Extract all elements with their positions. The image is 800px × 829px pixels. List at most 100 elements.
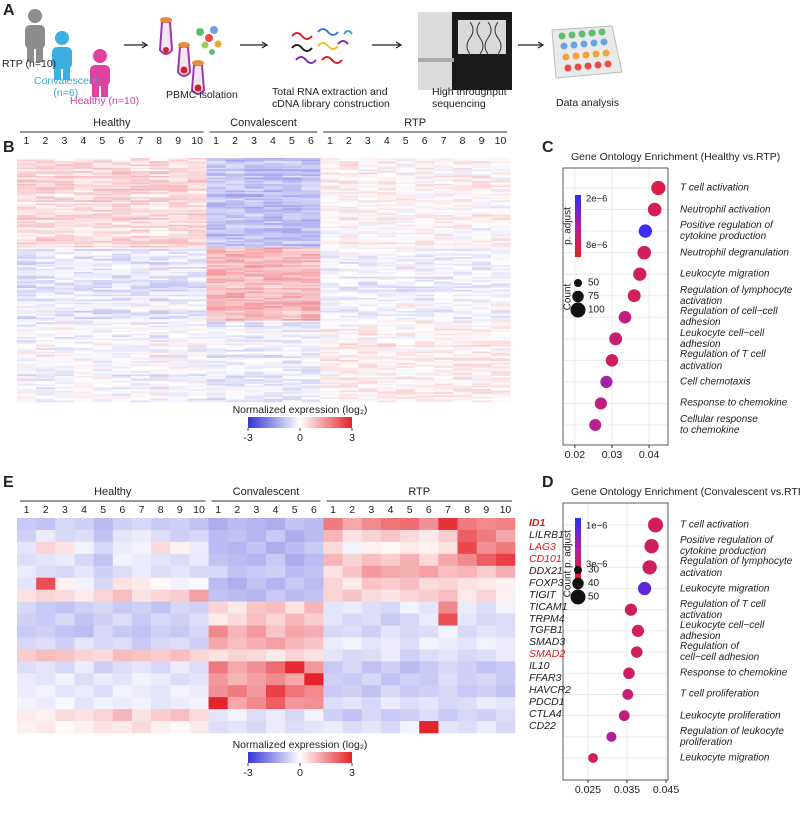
heatmap-texture: [282, 393, 302, 396]
heatmap-texture: [358, 224, 378, 227]
heatmap-texture: [263, 395, 283, 398]
heatmap-texture: [187, 291, 207, 294]
heatmap-texture: [339, 257, 359, 260]
heatmap-texture: [149, 171, 169, 173]
heatmap-texture: [73, 390, 94, 393]
heatmap-texture: [73, 330, 94, 333]
heatmap-texture: [73, 340, 94, 343]
heatmap-texture: [434, 325, 454, 328]
heatmap-texture: [244, 161, 264, 164]
heatmap-cell: [419, 553, 439, 567]
heatmap-texture: [92, 236, 113, 239]
heatmap-texture: [130, 232, 151, 235]
heatmap-texture: [415, 390, 435, 393]
heatmap-texture: [320, 257, 340, 260]
heatmap-texture: [149, 374, 169, 377]
heatmap-texture: [225, 328, 245, 331]
heatmap-texture: [453, 224, 473, 227]
heatmap-texture: [377, 306, 397, 308]
heatmap-texture: [111, 182, 132, 185]
heatmap-texture: [434, 369, 454, 372]
heatmap-texture: [130, 271, 151, 274]
heatmap-texture: [396, 201, 416, 204]
heatmap-texture: [282, 354, 302, 357]
heatmap-texture: [168, 286, 188, 289]
heatmap-texture: [35, 161, 56, 164]
heatmap-texture: [54, 244, 75, 247]
heatmap-texture: [168, 346, 188, 349]
heatmap-texture: [339, 297, 359, 300]
heatmap-texture: [73, 219, 94, 222]
heatmap-texture: [282, 263, 302, 266]
heatmap-texture: [244, 330, 264, 333]
tubes: [158, 17, 222, 95]
heatmap-texture: [453, 348, 473, 351]
heatmap-texture: [130, 306, 151, 308]
heatmap-texture: [130, 206, 151, 209]
heatmap-texture: [92, 166, 113, 169]
heatmap-texture: [377, 182, 397, 185]
heatmap-cell: [208, 553, 228, 567]
heatmap-texture: [54, 392, 75, 395]
heatmap-texture: [17, 188, 37, 191]
heatmap-texture: [282, 234, 302, 237]
heatmap-texture: [206, 393, 226, 396]
heatmap-texture: [17, 223, 37, 225]
heatmap-texture: [472, 252, 492, 255]
heatmap-texture: [111, 250, 132, 253]
heatmap-texture: [92, 179, 113, 182]
heatmap-cell: [285, 673, 305, 686]
heatmap-texture: [73, 400, 94, 403]
heatmap-texture: [377, 384, 397, 387]
heatmap-texture: [263, 223, 283, 225]
heatmap-texture: [263, 351, 283, 354]
heatmap-texture: [168, 219, 188, 222]
heatmap-texture: [453, 226, 473, 229]
heatmap-texture: [358, 237, 378, 240]
heatmap-texture: [263, 216, 283, 219]
heatmap-texture: [396, 179, 416, 182]
heatmap-texture: [17, 327, 37, 330]
heatmap-texture: [225, 302, 245, 305]
heatmap-texture: [472, 286, 492, 289]
heatmap-texture: [244, 309, 264, 312]
heatmap-texture: [244, 275, 264, 278]
heatmap-texture: [301, 275, 321, 278]
heatmap-texture: [225, 322, 245, 325]
heatmap-texture: [301, 221, 321, 224]
heatmap-texture: [301, 336, 321, 339]
heatmap-texture: [339, 195, 359, 198]
heatmap-texture: [244, 177, 264, 180]
heatmap-cell: [285, 661, 305, 674]
heatmap-texture: [187, 372, 207, 375]
heatmap-texture: [73, 351, 94, 354]
heatmap-texture: [396, 257, 416, 260]
heatmap-texture: [168, 393, 188, 396]
heatmap-texture: [54, 171, 75, 173]
heatmap-texture: [377, 187, 397, 190]
heatmap-texture: [282, 353, 302, 356]
heatmap-texture: [320, 273, 340, 276]
heatmap-texture: [244, 213, 264, 216]
heatmap-texture: [491, 192, 511, 195]
heatmap-cell: [227, 721, 248, 734]
dot: [605, 354, 619, 367]
heatmap-texture: [35, 294, 56, 297]
heatmap-texture: [92, 341, 113, 344]
heatmap-texture: [35, 237, 56, 240]
heatmap-texture: [320, 197, 340, 199]
heatmap-texture: [206, 330, 226, 333]
heatmap-texture: [225, 177, 245, 180]
heatmap-texture: [358, 210, 378, 212]
heatmap-texture: [320, 293, 340, 295]
heatmap-texture: [453, 332, 473, 334]
heatmap-cell: [419, 613, 439, 626]
heatmap-texture: [472, 224, 492, 227]
heatmap-texture: [320, 250, 340, 253]
heatmap-texture: [17, 270, 37, 273]
heatmap-texture: [17, 262, 37, 265]
heatmap-texture: [415, 345, 435, 347]
heatmap-texture: [282, 296, 302, 299]
heatmap-texture: [339, 249, 359, 252]
heatmap-cell: [266, 721, 286, 734]
